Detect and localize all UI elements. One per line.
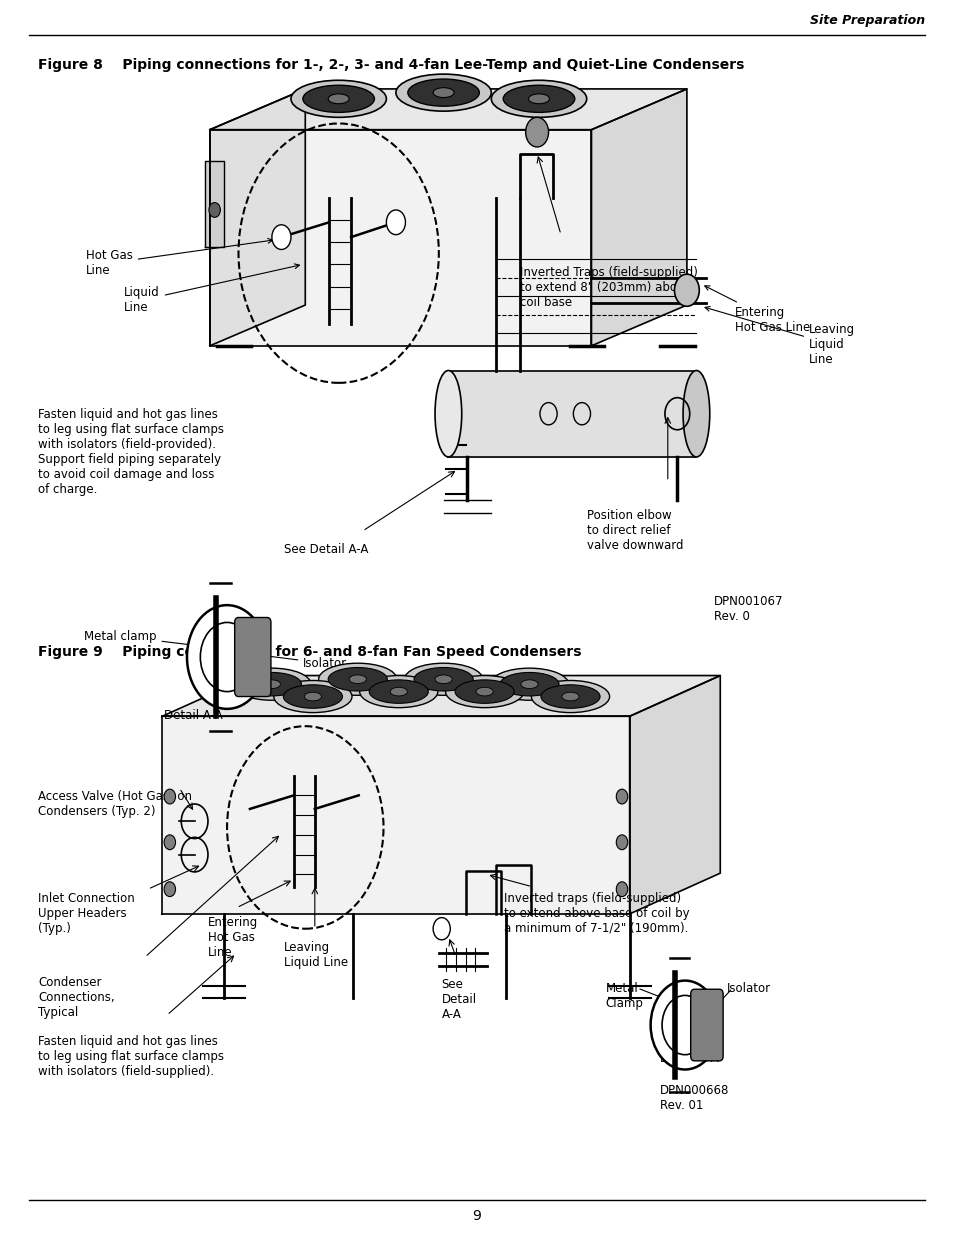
Ellipse shape — [283, 684, 342, 708]
Text: Detail A-A: Detail A-A — [659, 1052, 719, 1066]
Ellipse shape — [318, 663, 396, 695]
Polygon shape — [162, 716, 629, 914]
Text: See
Detail
A-A: See Detail A-A — [441, 978, 476, 1021]
Ellipse shape — [390, 687, 407, 697]
Ellipse shape — [445, 676, 523, 708]
Circle shape — [187, 605, 267, 709]
Text: DPN000668
Rev. 01: DPN000668 Rev. 01 — [659, 1084, 729, 1113]
Ellipse shape — [435, 674, 452, 684]
FancyBboxPatch shape — [690, 989, 722, 1061]
Polygon shape — [448, 370, 696, 457]
Ellipse shape — [233, 668, 311, 700]
Polygon shape — [205, 161, 224, 247]
Circle shape — [164, 789, 175, 804]
Ellipse shape — [528, 94, 549, 104]
Ellipse shape — [274, 680, 352, 713]
Ellipse shape — [520, 679, 537, 688]
Circle shape — [616, 789, 627, 804]
Ellipse shape — [540, 684, 599, 708]
Text: Isolator: Isolator — [726, 982, 770, 995]
Ellipse shape — [433, 88, 454, 98]
Text: Entering
Hot Gas Line: Entering Hot Gas Line — [704, 285, 809, 333]
Text: Access Valve (Hot Gas) on
Condensers (Typ. 2): Access Valve (Hot Gas) on Condensers (Ty… — [38, 790, 192, 819]
Polygon shape — [210, 130, 591, 346]
Text: Isolator: Isolator — [259, 653, 347, 669]
Circle shape — [674, 274, 699, 306]
Text: Condenser
Connections,
Typical: Condenser Connections, Typical — [38, 976, 114, 1019]
Circle shape — [272, 225, 291, 249]
Ellipse shape — [561, 692, 578, 701]
FancyBboxPatch shape — [234, 618, 271, 697]
Text: Figure 8    Piping connections for 1-, 2-, 3- and 4-fan Lee-Temp and Quiet-Line : Figure 8 Piping connections for 1-, 2-, … — [38, 58, 743, 72]
Ellipse shape — [414, 667, 473, 692]
Circle shape — [209, 203, 220, 217]
Text: Leaving
Liquid Line: Leaving Liquid Line — [284, 941, 348, 969]
Ellipse shape — [369, 679, 428, 704]
Ellipse shape — [531, 680, 609, 713]
Polygon shape — [591, 89, 686, 346]
Ellipse shape — [291, 80, 386, 117]
Ellipse shape — [328, 94, 349, 104]
Circle shape — [200, 622, 253, 692]
Text: Fasten liquid and hot gas lines
to leg using flat surface clamps
with isolators : Fasten liquid and hot gas lines to leg u… — [38, 1035, 224, 1078]
Circle shape — [164, 882, 175, 897]
Ellipse shape — [476, 687, 493, 697]
Ellipse shape — [499, 672, 558, 695]
Ellipse shape — [491, 80, 586, 117]
Ellipse shape — [408, 79, 478, 106]
Text: Inverted traps (field-supplied)
to extend above base of coil by
a minimum of 7-1: Inverted traps (field-supplied) to exten… — [503, 892, 689, 935]
Circle shape — [661, 995, 707, 1055]
Ellipse shape — [404, 663, 482, 695]
Ellipse shape — [490, 668, 568, 700]
Text: Leaving
Liquid
Line: Leaving Liquid Line — [704, 306, 854, 366]
Text: Position elbow
to direct relief
valve downward: Position elbow to direct relief valve do… — [586, 509, 682, 552]
Ellipse shape — [303, 85, 374, 112]
Circle shape — [650, 981, 719, 1070]
Polygon shape — [210, 89, 305, 346]
Ellipse shape — [455, 679, 514, 704]
Circle shape — [616, 882, 627, 897]
Text: Entering
Hot Gas
Line: Entering Hot Gas Line — [208, 916, 258, 960]
Circle shape — [386, 210, 405, 235]
Polygon shape — [629, 676, 720, 914]
Ellipse shape — [328, 667, 387, 692]
Polygon shape — [162, 676, 720, 716]
Text: Inverted Traps (field-supplied)
to extend 8" (203mm) above
coil base: Inverted Traps (field-supplied) to exten… — [519, 266, 697, 309]
Text: Inlet Connection
Upper Headers
(Typ.): Inlet Connection Upper Headers (Typ.) — [38, 892, 134, 935]
Ellipse shape — [242, 672, 301, 695]
Ellipse shape — [349, 674, 366, 684]
Ellipse shape — [304, 692, 321, 701]
Text: Detail A-A: Detail A-A — [164, 709, 223, 722]
Text: See Detail A-A: See Detail A-A — [284, 543, 368, 557]
Circle shape — [164, 835, 175, 850]
Circle shape — [616, 835, 627, 850]
Polygon shape — [210, 89, 686, 130]
Text: Hot Gas
Line: Hot Gas Line — [86, 238, 273, 277]
Ellipse shape — [435, 370, 461, 457]
Text: Liquid
Line: Liquid Line — [124, 264, 299, 314]
Ellipse shape — [503, 85, 574, 112]
Text: Figure 9    Piping connections for 6- and 8-fan Fan Speed Condensers: Figure 9 Piping connections for 6- and 8… — [38, 645, 581, 658]
Text: Site Preparation: Site Preparation — [809, 14, 924, 27]
Ellipse shape — [395, 74, 491, 111]
Circle shape — [525, 117, 548, 147]
Text: Metal clamp: Metal clamp — [84, 630, 206, 648]
Ellipse shape — [359, 676, 437, 708]
Text: DPN001067
Rev. 0: DPN001067 Rev. 0 — [713, 595, 782, 624]
Text: Metal
Clamp: Metal Clamp — [605, 982, 643, 1010]
Text: 9: 9 — [472, 1209, 481, 1224]
Ellipse shape — [263, 679, 280, 688]
Text: Fasten liquid and hot gas lines
to leg using flat surface clamps
with isolators : Fasten liquid and hot gas lines to leg u… — [38, 408, 224, 495]
Circle shape — [433, 918, 450, 940]
Ellipse shape — [682, 370, 709, 457]
